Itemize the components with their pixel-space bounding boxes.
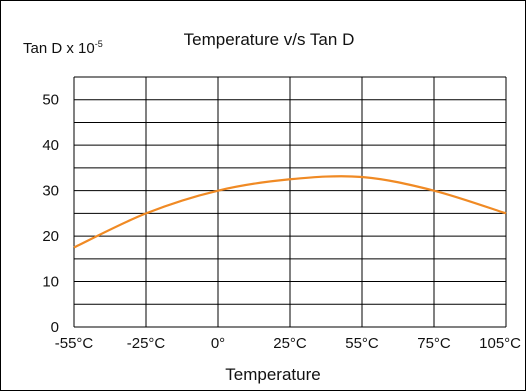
y-tick-label: 20 [42, 228, 59, 245]
y-axis-label-exponent: -5 [94, 39, 103, 49]
x-tick-label: 0° [211, 335, 225, 352]
x-tick-label: 55°C [345, 335, 379, 352]
x-axis-label: Temperature [225, 365, 320, 384]
x-tick-label: -55°C [55, 335, 94, 352]
chart-title: Temperature v/s Tan D [184, 30, 355, 49]
y-axis-label: Tan D x 10-5 [23, 39, 103, 57]
y-tick-label: 10 [42, 274, 59, 291]
y-tick-label: 50 [42, 92, 59, 109]
plot-grid [73, 76, 507, 328]
y-tick-labels: 50 40 30 20 10 0 [42, 92, 59, 336]
x-tick-label: 105°C [479, 335, 521, 352]
y-tick-label: 30 [42, 183, 59, 200]
x-tick-label: 75°C [417, 335, 451, 352]
x-tick-label: -25°C [127, 335, 166, 352]
y-tick-label: 0 [51, 319, 59, 336]
series-group [73, 175, 507, 249]
y-tick-label: 40 [42, 137, 59, 154]
x-tick-labels: -55°C -25°C 0° 25°C 55°C 75°C 105°C [55, 335, 521, 352]
x-tick-label: 25°C [273, 335, 307, 352]
y-axis-label-text: Tan D x 10 [23, 40, 95, 57]
